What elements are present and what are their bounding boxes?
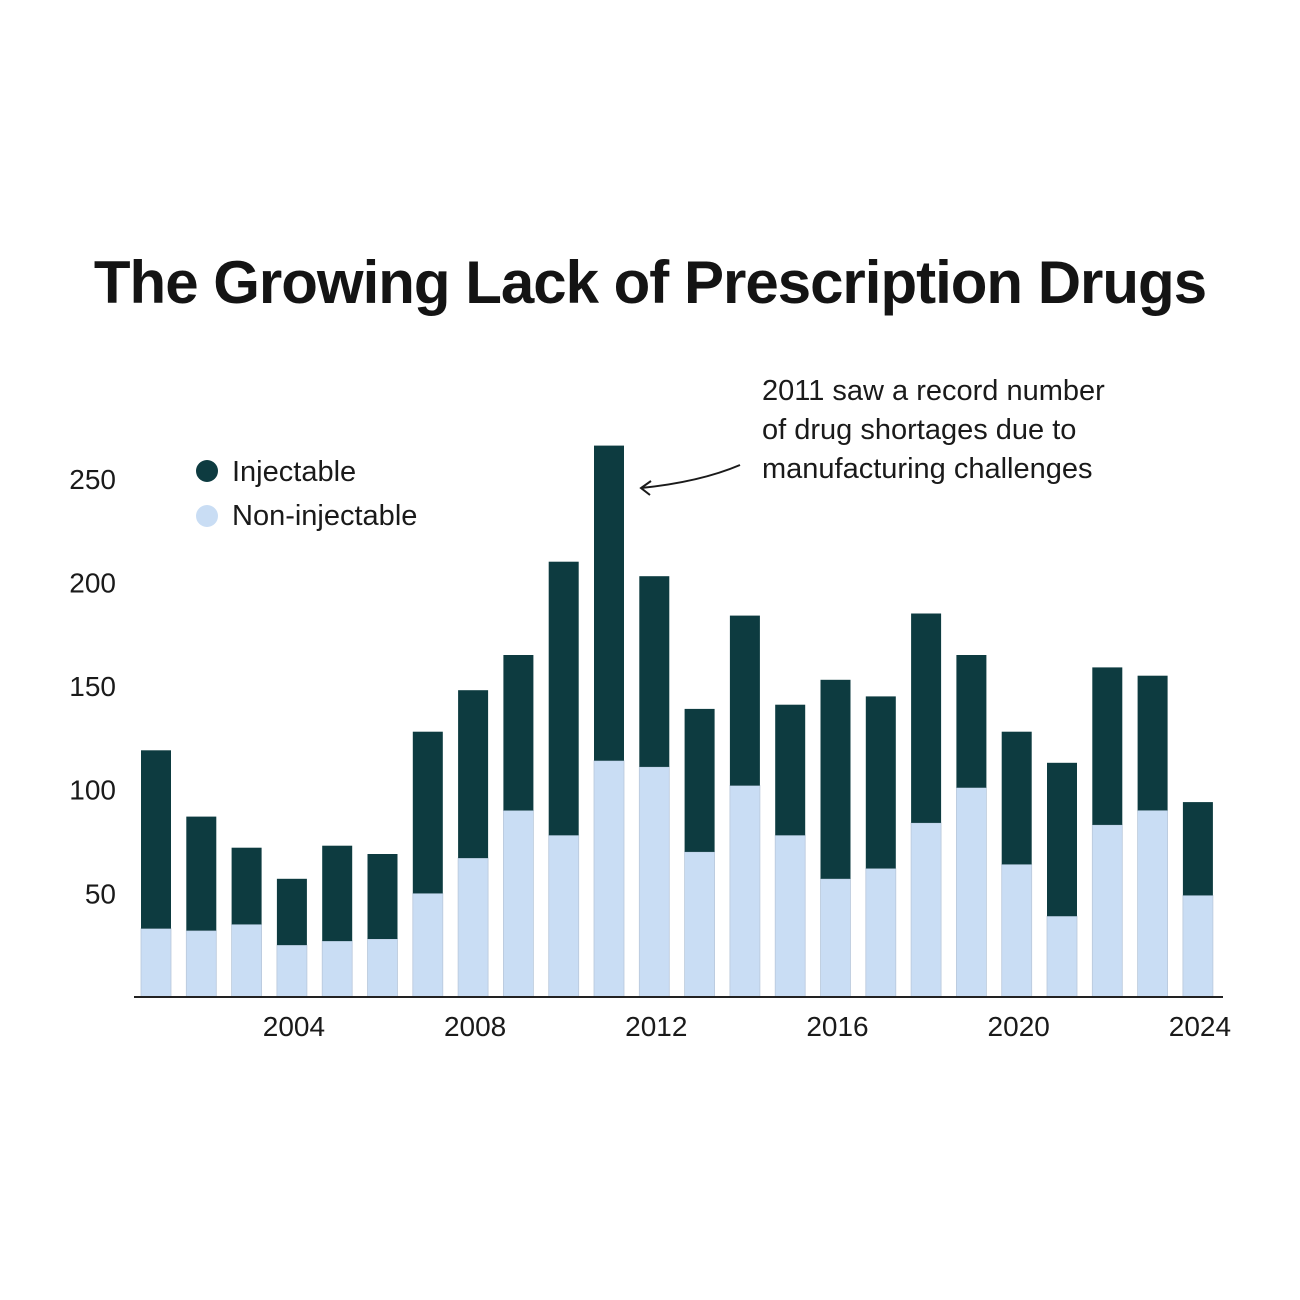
bar-non-injectable-2009 [502, 810, 534, 998]
annotation-arrowhead [639, 480, 652, 496]
legend-swatch-injectable [196, 460, 218, 482]
x-tick-label: 2024 [1169, 1011, 1231, 1042]
bar-injectable-2024 [1182, 802, 1213, 896]
bar-injectable-2010 [548, 561, 579, 836]
bar-non-injectable-2022 [1091, 824, 1123, 998]
bar-injectable-2009 [503, 655, 534, 811]
y-tick-label: 100 [69, 775, 116, 806]
y-tick-label: 150 [69, 671, 116, 702]
bar-non-injectable-2004 [276, 944, 308, 998]
chart-title: The Growing Lack of Prescription Drugs [93, 249, 1207, 316]
y-tick-labels: 50 100 150 200 250 [69, 464, 116, 910]
x-tick-labels: 2004 2008 2012 2016 2020 2024 [263, 1011, 1231, 1042]
bar-non-injectable-2008 [457, 857, 489, 998]
bar-injectable-2019 [956, 655, 987, 788]
bar-non-injectable-2011 [593, 760, 625, 998]
bar-non-injectable-2019 [956, 787, 987, 998]
bar-injectable-2020 [1001, 731, 1032, 865]
bar-non-injectable-2023 [1137, 810, 1168, 998]
bar-non-injectable-2001 [140, 928, 172, 998]
bar-non-injectable-2013 [684, 851, 715, 998]
bar-injectable-2002 [186, 816, 217, 931]
bar-non-injectable-2002 [185, 930, 217, 998]
bar-non-injectable-2020 [1001, 863, 1033, 998]
annotation-line-2: of drug shortages due to [762, 414, 1076, 446]
bar-injectable-2023 [1137, 675, 1168, 811]
bar-injectable-2001 [141, 750, 171, 929]
annotation-line-3: manufacturing challenges [762, 453, 1092, 485]
bar-injectable-2012 [639, 576, 670, 767]
x-tick-label: 2012 [625, 1011, 687, 1042]
y-tick-label: 50 [85, 878, 116, 909]
x-tick-label: 2020 [988, 1011, 1050, 1042]
bar-injectable-2008 [458, 690, 489, 859]
bar-non-injectable-2018 [910, 822, 942, 998]
bar-non-injectable-2021 [1046, 915, 1078, 998]
annotation: 2011 saw a record number of drug shortag… [639, 375, 1105, 496]
bar-injectable-2011 [594, 445, 624, 761]
bar-injectable-2014 [729, 615, 760, 786]
bar-injectable-2018 [911, 613, 942, 823]
y-tick-label: 200 [69, 567, 116, 598]
bar-non-injectable-2017 [865, 868, 897, 998]
bar-injectable-2013 [684, 708, 715, 852]
bar-non-injectable-2007 [412, 893, 444, 998]
bar-injectable-2016 [820, 679, 851, 879]
bar-non-injectable-2016 [820, 878, 851, 998]
bar-injectable-2005 [322, 845, 353, 942]
annotation-arrow [640, 464, 741, 489]
annotation-line-1: 2011 saw a record number [762, 375, 1105, 407]
bar-non-injectable-2014 [729, 785, 761, 998]
y-tick-label: 250 [69, 464, 116, 495]
x-tick-label: 2016 [806, 1011, 868, 1042]
bar-injectable-2021 [1047, 762, 1077, 917]
bar-non-injectable-2024 [1182, 895, 1214, 998]
legend-label-injectable: Injectable [232, 456, 356, 488]
bar-injectable-2007 [412, 731, 443, 894]
bar-non-injectable-2015 [774, 834, 806, 998]
bar-injectable-2015 [775, 704, 806, 836]
bar-injectable-2017 [865, 696, 896, 869]
bar-injectable-2004 [276, 878, 307, 946]
bar-injectable-2006 [367, 854, 398, 939]
bar-non-injectable-2010 [548, 834, 580, 998]
bar-non-injectable-2003 [231, 924, 263, 998]
bar-non-injectable-2012 [638, 766, 670, 998]
bar-non-injectable-2006 [367, 938, 398, 998]
bar-injectable-2003 [231, 847, 262, 925]
bars-group [140, 445, 1214, 998]
legend-label-non-injectable: Non-injectable [232, 500, 417, 532]
bar-non-injectable-2005 [321, 940, 353, 998]
x-tick-label: 2004 [263, 1011, 325, 1042]
legend: Injectable Non-injectable [196, 456, 417, 532]
bar-injectable-2022 [1092, 667, 1123, 825]
x-tick-label: 2008 [444, 1011, 506, 1042]
legend-swatch-non-injectable [196, 505, 218, 527]
